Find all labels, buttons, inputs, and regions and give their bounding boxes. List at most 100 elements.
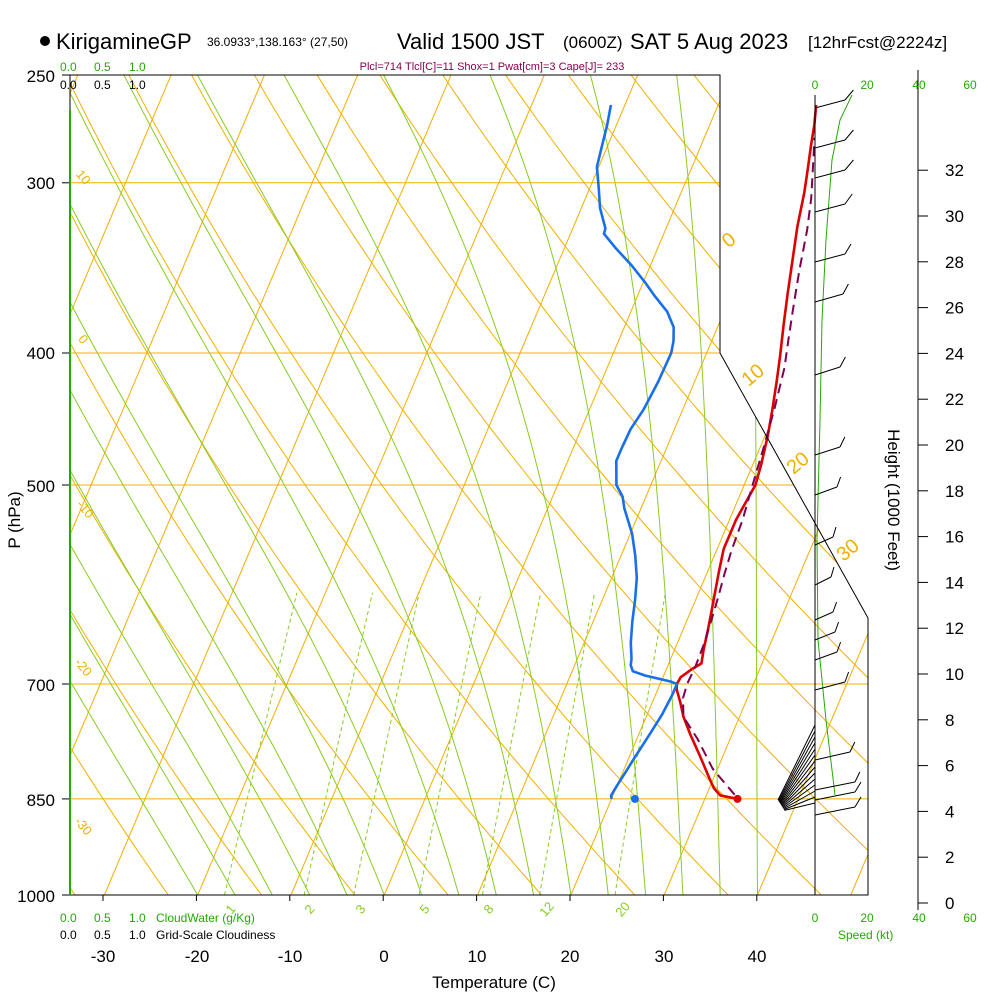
y-tick-label: 500	[27, 477, 55, 496]
bottom-cloudiness-tick: 0.0	[60, 928, 77, 942]
cloudiness-label: Grid-Scale Cloudiness	[156, 928, 275, 942]
wind-barb-shaft	[814, 576, 832, 586]
bottom-cloudiness-tick: 0.5	[94, 928, 111, 942]
wind-barb-shaft	[814, 681, 846, 691]
y-tick-label: 1000	[17, 887, 55, 906]
wind-barb-shaft	[784, 802, 816, 811]
wind-barb-flag	[849, 741, 856, 753]
station-dot-icon	[40, 36, 50, 46]
wind-barb-shaft	[814, 486, 838, 496]
series-layer	[595, 104, 818, 803]
moist-adiabat-line	[70, 75, 199, 895]
parcel-params: Plcl=714 Tlcl[C]=11 Shox=1 Pwat[cm]=3 Ca…	[360, 61, 625, 73]
wind-barb-flag	[836, 641, 842, 653]
valid-zulu: (0600Z)	[563, 33, 623, 52]
moist-adiabat-line	[270, 75, 572, 895]
moist-adiabat-line	[479, 75, 646, 895]
height-tick-label: 0	[945, 894, 954, 913]
wind-barb-shaft	[782, 778, 816, 808]
height-tick-label: 24	[945, 344, 964, 363]
wind-barb-shaft	[777, 724, 816, 801]
dry-adiabat-line	[302, 75, 868, 895]
wind-barb-flag	[854, 771, 861, 783]
dry-adiabat-line	[860, 75, 868, 895]
dry-adiabat-line	[70, 75, 568, 895]
top-cloudiness-tick: 0.0	[60, 78, 77, 92]
mixing-ratio-label: 20	[612, 899, 633, 920]
y-tick-label: 250	[27, 67, 55, 86]
wind-barb-shaft	[780, 760, 816, 806]
height-tick-label: 32	[945, 161, 964, 180]
moist-adiabat-line	[184, 75, 535, 895]
x-tick-label: 30	[655, 947, 674, 966]
moist-adiabat-line	[70, 75, 348, 895]
wind-barb-shaft	[779, 742, 816, 803]
wind-barb-shaft	[814, 651, 838, 661]
moist-adiabat-line	[70, 75, 311, 895]
wind-barb-flag	[844, 671, 850, 683]
wind-barb-shaft	[814, 99, 846, 109]
cloudwater-label: CloudWater (g/Kg)	[156, 911, 255, 925]
x-tick-label: 20	[561, 947, 580, 966]
bottom-speed-tick: 60	[963, 911, 977, 925]
wind-barb-shaft	[814, 253, 846, 263]
mixing-ratio-line	[303, 592, 373, 895]
height-tick-label: 26	[945, 299, 964, 318]
moist-adiabat-label: -20	[72, 655, 96, 679]
wind-barb-flag	[832, 526, 837, 538]
bottom-cloudwater-tick: 0.5	[94, 911, 111, 925]
frame-layer	[62, 74, 869, 901]
dry-adiabat-line	[70, 75, 663, 895]
top-speed-tick: 40	[912, 78, 926, 92]
isotherm-line	[70, 75, 369, 895]
moist-adiabat-label: 10	[73, 167, 94, 188]
y-tick-label: 700	[27, 676, 55, 695]
wind-barb-shaft	[814, 791, 856, 801]
wind-barb-shaft	[778, 730, 816, 802]
isotherm-line	[91, 75, 462, 895]
x-tick-label: -10	[278, 947, 303, 966]
top-speed-tick: 60	[963, 78, 977, 92]
dewpoint-line	[595, 104, 679, 800]
height-tick-label: 10	[945, 665, 964, 684]
x-tick-label: 0	[379, 947, 388, 966]
mixing-ratio-label: 8	[480, 902, 496, 917]
moist-adiabat-line	[583, 75, 684, 895]
y-axis-title: P (hPa)	[5, 491, 24, 548]
mixing-ratio-line	[481, 592, 542, 895]
dry-adiabat-line	[240, 75, 868, 895]
dry-adiabat-label: 0	[718, 228, 741, 252]
wind-barb-flag	[834, 621, 840, 633]
x-tick-label: 10	[468, 947, 487, 966]
surface-temperature-dot	[733, 794, 742, 803]
top-speed-tick: 20	[860, 78, 874, 92]
mixing-ratio-label: 5	[416, 902, 432, 917]
height-tick-label: 30	[945, 207, 964, 226]
top-cloudwater-tick: 0.0	[60, 60, 77, 74]
wind-barb-flag	[854, 781, 862, 793]
height-tick-label: 20	[945, 436, 964, 455]
wind-barb-shaft	[814, 781, 856, 791]
wind-barb-shaft	[780, 754, 816, 805]
wind-barb-flag	[844, 243, 852, 255]
wind-barb-shaft	[814, 446, 841, 456]
wind-barb-flag	[839, 356, 846, 368]
wind-barb-shaft	[779, 748, 816, 804]
height-tick-label: 16	[945, 528, 964, 547]
temperature-line	[675, 104, 818, 801]
mixing-ratio-label: 2	[301, 902, 317, 917]
moist-adiabat-line	[70, 75, 460, 895]
top-cloudiness-tick: 1.0	[129, 78, 146, 92]
moist-adiabat-line	[111, 75, 497, 895]
wind-barb-shaft	[814, 293, 844, 303]
dry-adiabat-line	[178, 75, 852, 895]
height-axis-title: Height (1000 Feet)	[884, 429, 903, 571]
isotherm-line	[185, 75, 555, 895]
wind-barb-shaft	[814, 139, 846, 149]
dry-adiabat-line	[70, 75, 284, 895]
x-tick-label: -30	[91, 947, 116, 966]
moist-adiabat-line	[70, 75, 385, 895]
x-tick-label: -20	[185, 947, 210, 966]
